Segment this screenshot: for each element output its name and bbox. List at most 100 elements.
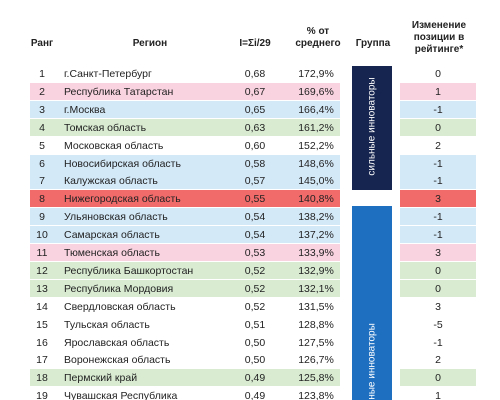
percent: 131,5% (298, 300, 334, 313)
percent: 132,1% (298, 282, 334, 295)
region: Московская область (64, 139, 164, 152)
percent: 127,5% (298, 336, 334, 349)
percent: 123,8% (298, 390, 334, 400)
region: Свердловская область (64, 300, 176, 313)
row-highlight (30, 226, 340, 244)
region: Тюменская область (64, 247, 160, 259)
percent: 145,0% (298, 175, 334, 188)
header-rank: Ранг (30, 38, 54, 49)
change-highlight (400, 369, 476, 387)
header-region: Регион (132, 38, 168, 49)
change: 0 (435, 264, 441, 277)
region: Ульяновская область (64, 211, 168, 224)
region: Республика Мордовия (64, 282, 174, 295)
region: Тульская область (64, 318, 150, 331)
change: -1 (433, 336, 443, 349)
rank: 1 (39, 68, 45, 80)
region: г.Санкт-Петербург (64, 68, 152, 80)
rank: 5 (39, 139, 45, 152)
change: 1 (435, 390, 441, 400)
percent: 169,6% (298, 85, 334, 98)
header-line: позиции в (413, 32, 465, 43)
row-highlight (30, 279, 340, 297)
index: 0,63 (244, 121, 266, 134)
rank: 2 (39, 85, 45, 98)
row-highlight (30, 172, 340, 190)
change-highlight (400, 154, 476, 172)
group-label: сильные инноваторы (366, 77, 378, 176)
change-highlight (400, 118, 476, 136)
index: 0,65 (244, 103, 266, 116)
region: Республика Татарстан (64, 85, 174, 98)
change: 3 (435, 300, 441, 313)
percent: 125,8% (298, 372, 334, 385)
rank: 14 (36, 300, 48, 313)
index: 0,49 (244, 372, 266, 385)
change: 0 (435, 68, 441, 80)
index: 0,68 (244, 68, 266, 80)
index: 0,57 (244, 175, 266, 188)
percent: 140,8% (298, 193, 334, 206)
index: 0,58 (244, 157, 266, 170)
change-highlight (400, 172, 476, 190)
percent: 137,2% (298, 229, 334, 242)
group-label: ные инноваторы (366, 323, 378, 400)
header-group: Группа (355, 38, 391, 49)
index: 0,54 (244, 229, 266, 242)
rank: 17 (36, 354, 48, 367)
change: -1 (433, 211, 443, 224)
region: Нижегородская область (64, 193, 181, 206)
change-highlight (400, 261, 476, 279)
index: 0,52 (244, 282, 266, 295)
region: Самарская область (64, 229, 160, 242)
rank: 3 (39, 103, 45, 116)
header-line: % от (306, 26, 330, 37)
rank: 15 (36, 318, 48, 331)
rank: 11 (36, 247, 48, 259)
change-highlight (400, 244, 476, 261)
group-medium: ные инноваторы (352, 206, 392, 400)
row-highlight (30, 100, 340, 118)
rank: 4 (39, 121, 45, 134)
group-strong: сильные инноваторы (352, 66, 392, 190)
header-change: Изменение позиции в рейтинге* (398, 20, 480, 56)
percent: 161,2% (298, 121, 334, 134)
percent: 128,8% (298, 318, 334, 331)
change: 1 (435, 85, 441, 98)
change: -5 (433, 318, 443, 331)
rank: 8 (39, 193, 45, 206)
rank: 10 (36, 229, 48, 242)
index: 0,67 (244, 85, 266, 98)
index: 0,52 (244, 300, 266, 313)
index: 0,52 (244, 264, 266, 277)
row-highlight (30, 118, 340, 136)
index: 0,50 (244, 354, 266, 367)
index: 0,49 (244, 390, 266, 400)
row-highlight (30, 208, 340, 226)
index: 0,51 (244, 318, 266, 331)
region: Республика Башкортостан (64, 264, 194, 277)
percent: 132,9% (298, 264, 334, 277)
region: Новосибирская область (64, 157, 181, 170)
change-highlight (400, 226, 476, 244)
header-line: Изменение (411, 20, 467, 31)
region: г.Москва (64, 103, 106, 116)
rank: 13 (36, 282, 48, 295)
row-highlight (30, 190, 340, 208)
percent: 166,4% (298, 103, 334, 116)
change: 0 (435, 121, 441, 134)
region: Чувашская Республика (64, 390, 178, 400)
percent: 133,9% (298, 247, 334, 259)
index: 0,54 (244, 211, 266, 224)
header-percent: % от среднего (290, 26, 346, 50)
change-highlight (400, 279, 476, 297)
index: 0,55 (244, 193, 266, 206)
change-highlight (400, 100, 476, 118)
change: 0 (435, 372, 441, 385)
rank: 18 (36, 372, 48, 385)
change: -1 (433, 175, 443, 188)
region: Томская область (64, 121, 147, 134)
rank: 6 (39, 157, 45, 170)
change: 3 (435, 193, 441, 206)
